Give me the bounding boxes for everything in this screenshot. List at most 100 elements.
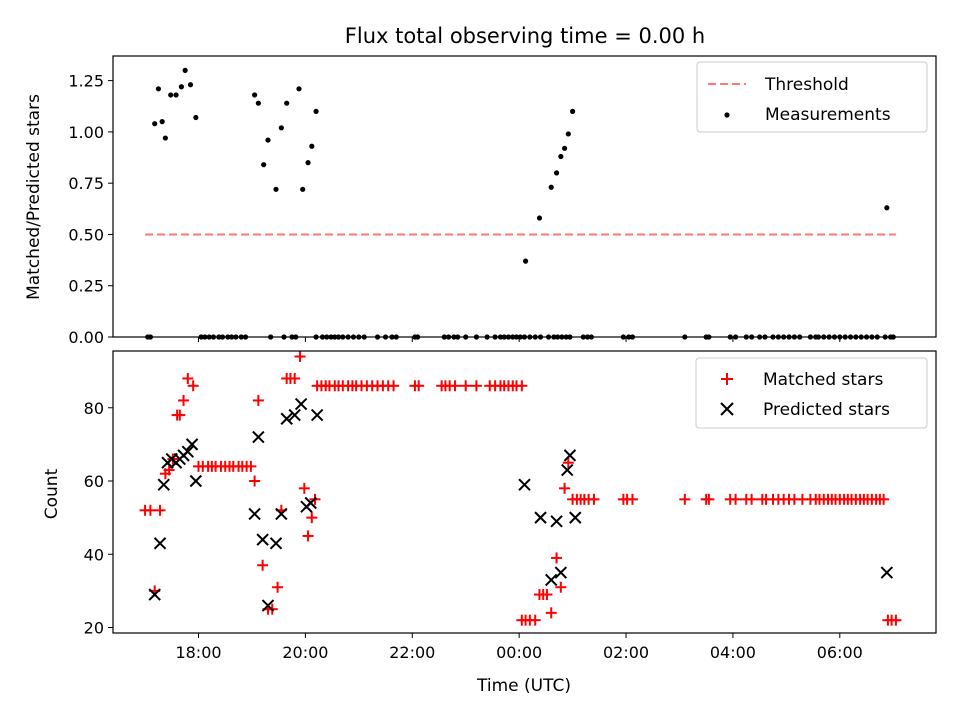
matched-star-point: [272, 581, 284, 593]
ratio-y-axis-label: Matched/Predicted stars: [24, 94, 44, 300]
figure-title: Flux total observing time = 0.00 h: [345, 24, 705, 48]
predicted-star-point: [181, 445, 195, 458]
matched-star-point: [746, 493, 758, 505]
measurement-point: [182, 67, 188, 73]
predicted-star-point: [288, 408, 301, 422]
predicted-star-point: [275, 507, 288, 521]
ratio-ytick-label: 1.25: [68, 72, 104, 91]
predicted-star-point: [563, 449, 577, 462]
matched-star-point: [257, 559, 269, 571]
measurement-point: [284, 100, 290, 106]
matched-star-point: [890, 614, 902, 626]
counts-ytick-label: 60: [84, 472, 104, 491]
matched-star-point: [878, 493, 890, 505]
measurement-point: [548, 184, 554, 190]
matched-star-point: [306, 512, 318, 524]
measurement-point: [536, 215, 543, 221]
measurement-point: [155, 86, 162, 92]
measurement-point: [558, 153, 564, 160]
matched-star-point: [245, 460, 257, 472]
measurement-point: [300, 186, 306, 192]
measurement-point: [168, 92, 174, 98]
counts-xtick-label: 00:00: [496, 643, 542, 662]
predicted-star-point: [148, 588, 161, 601]
ratio-axes-frame: [112, 55, 937, 338]
predicted-star-point: [880, 566, 894, 579]
counts-ytick-label: 40: [84, 545, 104, 564]
matched-star-point: [562, 457, 574, 469]
ratio-ytick-label: 0.00: [68, 328, 104, 347]
matched-star-point: [470, 380, 482, 392]
matched-legend-label: Matched stars: [763, 370, 883, 390]
measurement-point: [178, 84, 185, 90]
counts-marks: [139, 350, 902, 626]
counts-xtick-label: 04:00: [710, 643, 756, 662]
ratio-legend-box: [696, 61, 928, 133]
ratio-ytick-label: 0.25: [68, 277, 104, 296]
measurements-legend-label: Measurements: [765, 105, 891, 125]
measurement-point: [252, 92, 258, 98]
ratio-ytick-label: 0.75: [68, 174, 104, 193]
measurement-point: [561, 145, 568, 151]
predicted-star-point: [157, 478, 170, 491]
measurement-point: [522, 258, 529, 264]
predicted-star-point: [153, 537, 167, 550]
matched-star-point: [174, 409, 186, 421]
predicted-star-point: [518, 478, 531, 491]
counts-axes: 20 40 60 80 18:00 20:00 22:00 00:00 02:00 04:00 06…: [84, 350, 937, 662]
predicted-star-point: [252, 430, 265, 444]
matched-star-point: [588, 493, 600, 505]
ratio-ytick-label: 1.00: [68, 123, 104, 142]
measurement-point: [278, 125, 284, 131]
predicted-star-point: [561, 463, 574, 477]
measurement-point: [313, 108, 319, 114]
matched-star-point: [289, 372, 301, 384]
x-axis-label: Time (UTC): [476, 676, 571, 696]
measurements-legend-swatch: [724, 112, 730, 118]
predicted-legend-swatch: [720, 402, 734, 416]
matched-star-point: [294, 350, 306, 362]
predicted-star-point: [185, 438, 199, 451]
predicted-star-point: [294, 397, 308, 411]
measurement-point: [569, 108, 576, 114]
predicted-legend-label: Predicted stars: [763, 400, 890, 420]
matched-star-point: [559, 482, 571, 494]
measurement-point: [296, 86, 302, 92]
ratio-panel: 0.00 0.25 0.50 0.75 1.00 1.25 Threshold Measu…: [68, 55, 937, 347]
matched-star-point: [626, 493, 638, 505]
measurement-point: [162, 135, 168, 141]
measurement-point: [309, 143, 315, 149]
matched-star-point: [460, 380, 472, 392]
measurement-point: [565, 131, 571, 137]
matched-star-point: [541, 589, 553, 601]
measurement-point: [193, 114, 199, 121]
predicted-star-point: [554, 566, 568, 579]
predicted-star-point: [534, 511, 547, 524]
matched-star-point: [182, 372, 194, 384]
matched-star-point: [187, 380, 199, 392]
matched-legend-swatch: [721, 373, 733, 385]
matched-star-point: [388, 380, 400, 392]
predicted-star-point: [189, 474, 203, 488]
counts-xtick-label: 20:00: [282, 643, 328, 662]
measurement-point: [159, 119, 165, 125]
counts-y-axis-label: Count: [42, 468, 62, 519]
ratio-ytick-label: 0.50: [68, 225, 104, 244]
matched-star-point: [178, 394, 190, 406]
measurement-point: [173, 92, 179, 98]
measurement-point: [273, 186, 279, 192]
measurement-point: [305, 160, 311, 166]
predicted-star-point: [310, 408, 324, 422]
counts-panel: 20 40 60 80 18:00 20:00 22:00 00:00 02:00 04:00 06…: [84, 350, 937, 662]
predicted-star-point: [248, 507, 261, 521]
measurement-point: [261, 162, 267, 168]
predicted-star-point: [304, 496, 317, 510]
matched-star-point: [555, 581, 567, 593]
ratio-axes: 0.00 0.25 0.50 0.75 1.00 1.25: [68, 55, 937, 347]
predicted-star-point: [280, 412, 293, 425]
measurement-point: [255, 100, 261, 106]
predicted-star-point: [256, 533, 269, 546]
matched-star-point: [144, 504, 156, 516]
counts-xtick-label: 06:00: [817, 643, 863, 662]
